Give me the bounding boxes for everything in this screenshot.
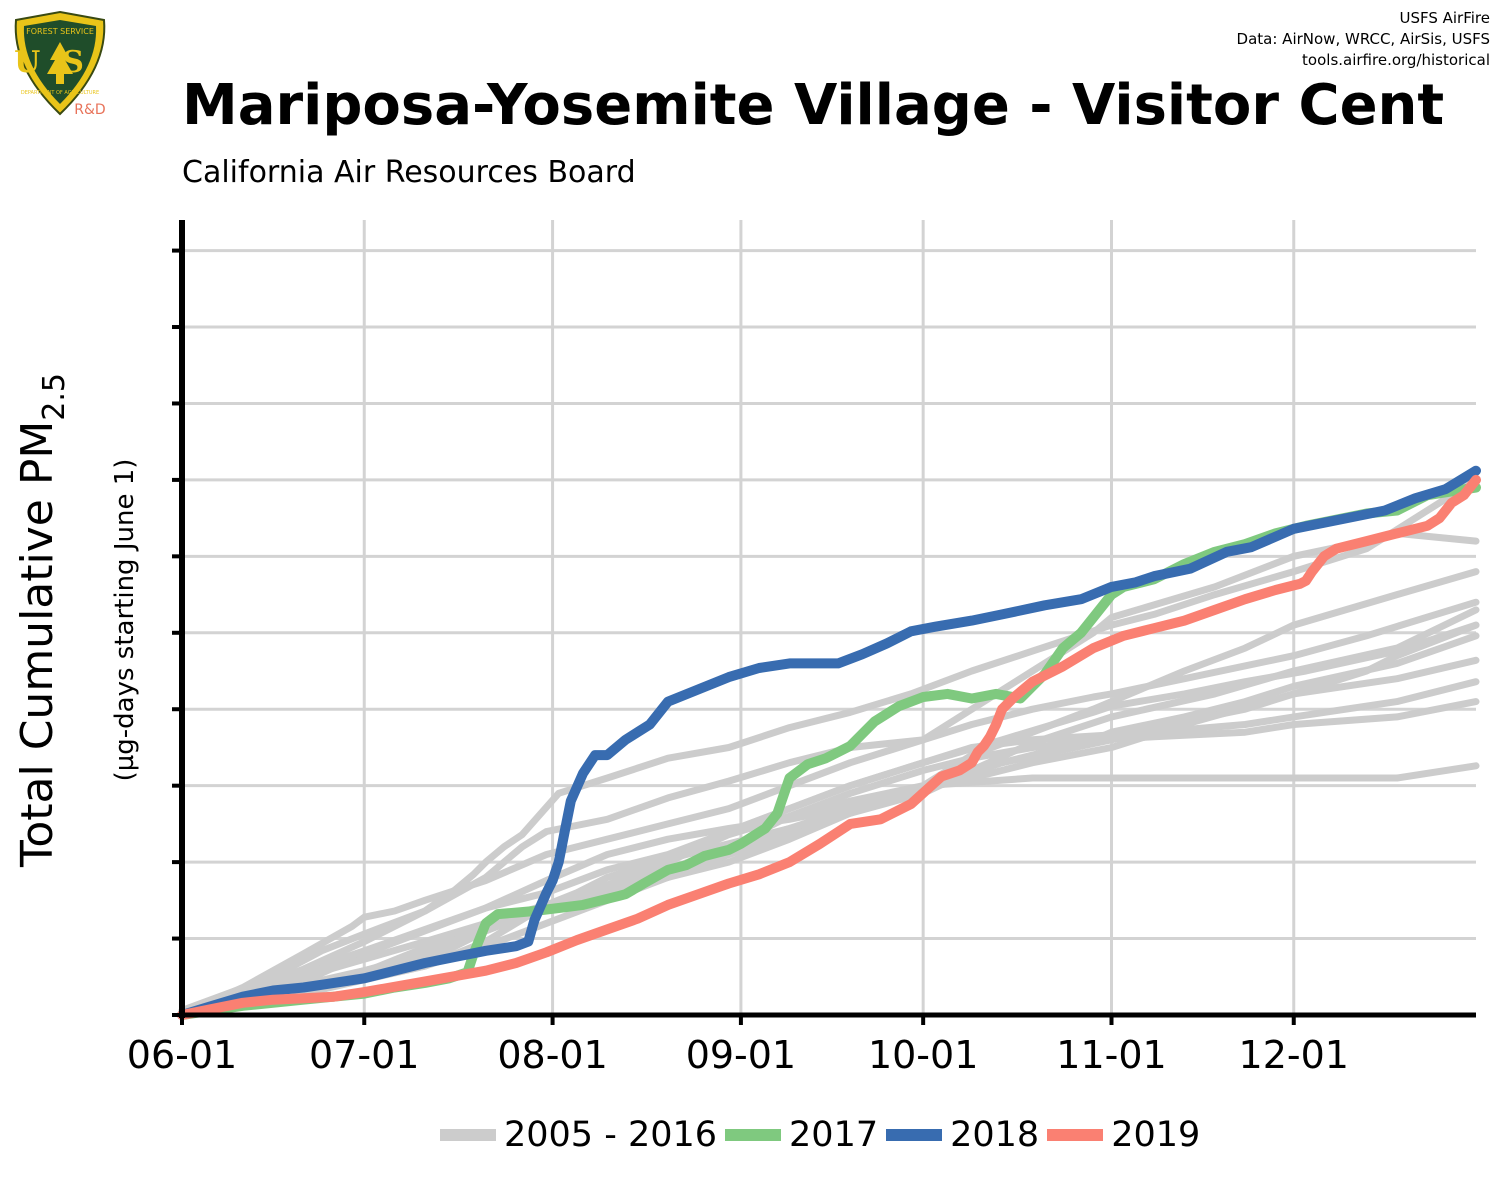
- y-axis-units-label: (µg-days starting June 1): [110, 459, 140, 782]
- usfs-shield-logo: FOREST SERVICE US DEPARTMENT OF AGRICULT…: [8, 8, 112, 120]
- x-tick-label-07-01: 07-01: [309, 1033, 419, 1077]
- logo-letters: US: [14, 45, 106, 80]
- x-tick-label-08-01: 08-01: [497, 1033, 607, 1077]
- series-line-2018: [177, 465, 1481, 1020]
- axes: [172, 220, 1476, 1025]
- legend: 2005 - 2016 2017 2018 2019: [440, 1112, 1208, 1158]
- y-axis-label-subscript: 2.5: [37, 373, 72, 421]
- credit-line-data: Data: AirNow, WRCC, AirSis, USFS: [1236, 30, 1490, 48]
- x-tick-label-12-01: 12-01: [1239, 1033, 1349, 1077]
- legend-swatch-2018: [886, 1129, 943, 1141]
- legend-swatch-history: [440, 1129, 496, 1141]
- history-line-10: [178, 529, 1480, 1019]
- history-series-group: [178, 476, 1480, 1019]
- y-axis-label-main: Total Cumulative PM2.5: [12, 373, 72, 868]
- x-tick-label-11-01: 11-01: [1056, 1033, 1166, 1077]
- credit-line-url: tools.airfire.org/historical: [1302, 51, 1490, 69]
- x-tick-label-10-01: 10-01: [868, 1033, 978, 1077]
- legend-label-2017: 2017: [789, 1115, 879, 1155]
- legend-item-2018: 2018: [886, 1115, 1039, 1155]
- legend-label-2019: 2019: [1111, 1115, 1201, 1155]
- tree-icon: [47, 42, 73, 84]
- logo-rd-tag: R&D: [74, 102, 105, 118]
- legend-item-2017: 2017: [725, 1115, 878, 1155]
- chart-title: Mariposa-Yosemite Village - Visitor Cent: [182, 73, 1445, 138]
- legend-label-history: 2005 - 2016: [504, 1115, 718, 1155]
- x-tick-label-09-01: 09-01: [686, 1033, 796, 1077]
- credits: USFS AirFire Data: AirNow, WRCC, AirSis,…: [1237, 8, 1490, 71]
- legend-label-2018: 2018: [950, 1115, 1040, 1155]
- gridlines: [180, 220, 1476, 1017]
- legend-item-history: 2005 - 2016: [440, 1115, 717, 1155]
- history-line-8: [178, 678, 1480, 1019]
- y-axis-label: Total Cumulative PM2.5 (µg-days starting…: [12, 373, 140, 868]
- legend-item-2019: 2019: [1047, 1115, 1200, 1155]
- x-tick-label-06-01: 06-01: [127, 1033, 237, 1077]
- legend-swatch-2017: [725, 1129, 782, 1141]
- series-line-2019: [177, 474, 1481, 1020]
- highlight-series-group: [177, 465, 1481, 1020]
- logo-agency-text: FOREST SERVICE: [26, 27, 94, 36]
- chart-subtitle: California Air Resources Board: [182, 155, 636, 190]
- credit-line-source: USFS AirFire: [1399, 9, 1490, 27]
- x-tick-labels: 06-01 07-01 08-01 09-01 10-01 11-01 12-01: [127, 1033, 1349, 1077]
- logo-dept-text: DEPARTMENT OF AGRICULTURE: [21, 90, 99, 96]
- legend-swatch-2019: [1047, 1129, 1104, 1141]
